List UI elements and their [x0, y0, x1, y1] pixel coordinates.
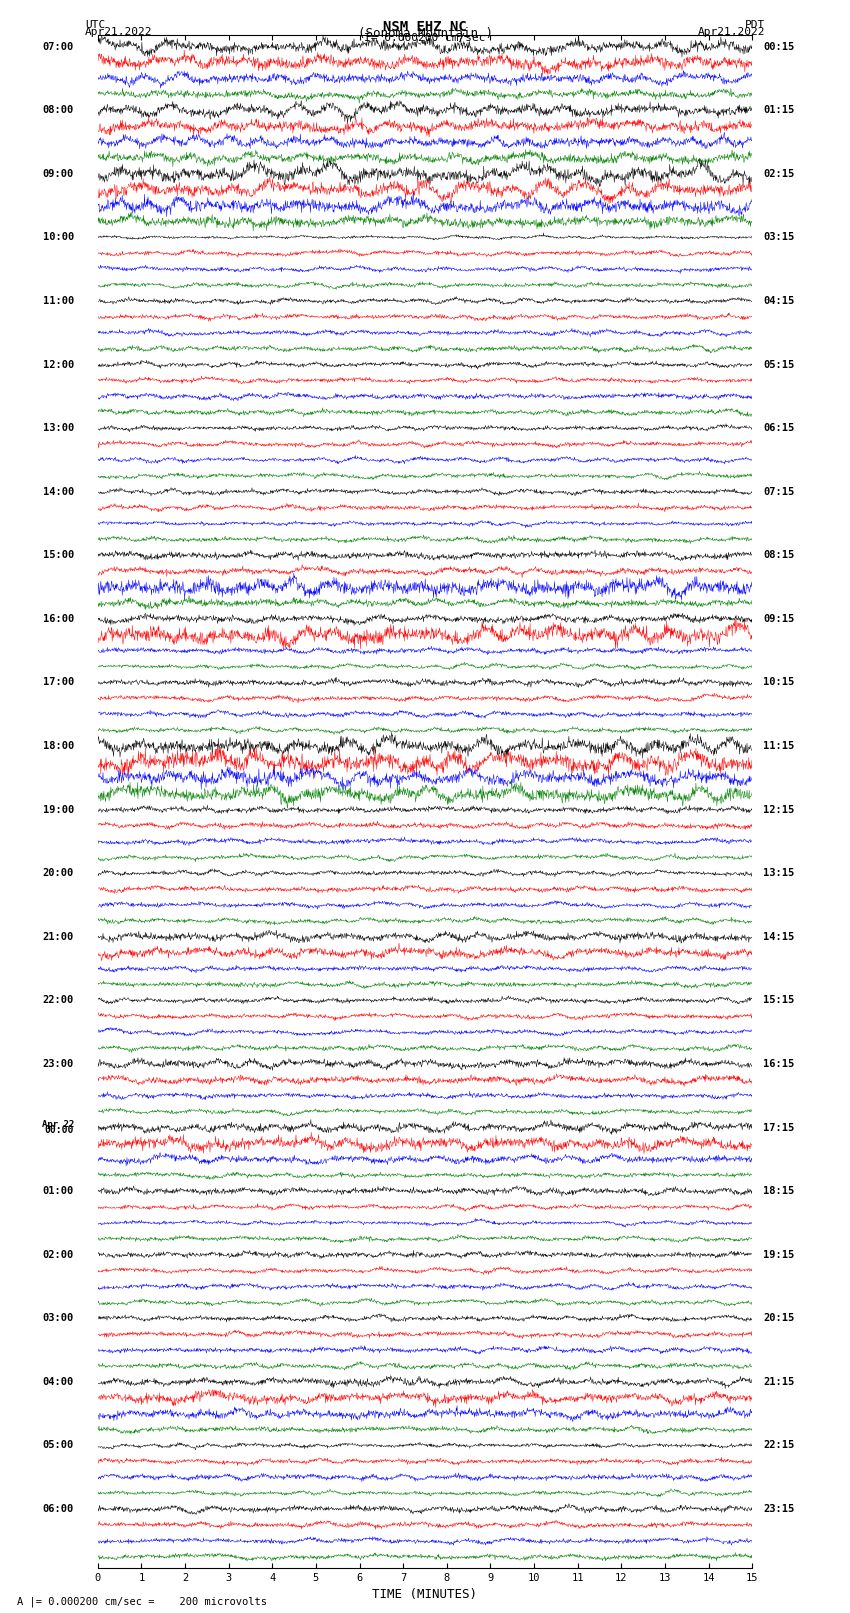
- Text: 21:15: 21:15: [763, 1378, 795, 1387]
- Text: 00:15: 00:15: [763, 42, 795, 52]
- Text: 08:15: 08:15: [763, 550, 795, 560]
- Text: 23:15: 23:15: [763, 1503, 795, 1515]
- Text: 08:00: 08:00: [42, 105, 74, 115]
- Text: 03:15: 03:15: [763, 232, 795, 242]
- Text: 23:00: 23:00: [42, 1060, 74, 1069]
- Text: 14:00: 14:00: [42, 487, 74, 497]
- Text: 20:15: 20:15: [763, 1313, 795, 1323]
- Text: 01:00: 01:00: [42, 1186, 74, 1197]
- Text: 18:00: 18:00: [42, 740, 74, 752]
- Text: 15:00: 15:00: [42, 550, 74, 560]
- Text: 02:00: 02:00: [42, 1250, 74, 1260]
- Text: 20:00: 20:00: [42, 868, 74, 877]
- Text: 09:00: 09:00: [42, 169, 74, 179]
- Text: 21:00: 21:00: [42, 932, 74, 942]
- Text: 04:15: 04:15: [763, 295, 795, 306]
- Text: NSM EHZ NC: NSM EHZ NC: [383, 19, 467, 34]
- Text: 06:15: 06:15: [763, 423, 795, 434]
- Text: 22:15: 22:15: [763, 1440, 795, 1450]
- Text: Apr21,2022: Apr21,2022: [85, 26, 152, 37]
- Text: 10:00: 10:00: [42, 232, 74, 242]
- Text: 02:15: 02:15: [763, 169, 795, 179]
- Text: 05:00: 05:00: [42, 1440, 74, 1450]
- Text: A |= 0.000200 cm/sec =    200 microvolts: A |= 0.000200 cm/sec = 200 microvolts: [17, 1595, 267, 1607]
- Text: 01:15: 01:15: [763, 105, 795, 115]
- Text: 07:00: 07:00: [42, 42, 74, 52]
- Text: I= 0.000200 cm/sec: I= 0.000200 cm/sec: [365, 32, 485, 44]
- Text: 11:00: 11:00: [42, 295, 74, 306]
- Text: 13:15: 13:15: [763, 868, 795, 877]
- Text: 07:15: 07:15: [763, 487, 795, 497]
- Text: 12:15: 12:15: [763, 805, 795, 815]
- Text: 19:00: 19:00: [42, 805, 74, 815]
- Text: 12:00: 12:00: [42, 360, 74, 369]
- Text: 06:00: 06:00: [42, 1503, 74, 1515]
- Text: UTC: UTC: [85, 19, 105, 31]
- Text: 17:00: 17:00: [42, 677, 74, 687]
- Text: 17:15: 17:15: [763, 1123, 795, 1132]
- Text: Apr21,2022: Apr21,2022: [698, 26, 765, 37]
- Text: 09:15: 09:15: [763, 615, 795, 624]
- Text: 03:00: 03:00: [42, 1313, 74, 1323]
- X-axis label: TIME (MINUTES): TIME (MINUTES): [372, 1589, 478, 1602]
- Text: 14:15: 14:15: [763, 932, 795, 942]
- Text: 16:00: 16:00: [42, 615, 74, 624]
- Text: 19:15: 19:15: [763, 1250, 795, 1260]
- Text: 15:15: 15:15: [763, 995, 795, 1005]
- Text: (Sonoma Mountain ): (Sonoma Mountain ): [358, 26, 492, 40]
- Text: 04:00: 04:00: [42, 1378, 74, 1387]
- Text: Apr 22: Apr 22: [42, 1119, 74, 1129]
- Text: 11:15: 11:15: [763, 740, 795, 752]
- Text: 16:15: 16:15: [763, 1060, 795, 1069]
- Text: 00:00: 00:00: [44, 1126, 74, 1136]
- Text: 18:15: 18:15: [763, 1186, 795, 1197]
- Text: 22:00: 22:00: [42, 995, 74, 1005]
- Text: 10:15: 10:15: [763, 677, 795, 687]
- Text: 05:15: 05:15: [763, 360, 795, 369]
- Text: PDT: PDT: [745, 19, 765, 31]
- Text: 13:00: 13:00: [42, 423, 74, 434]
